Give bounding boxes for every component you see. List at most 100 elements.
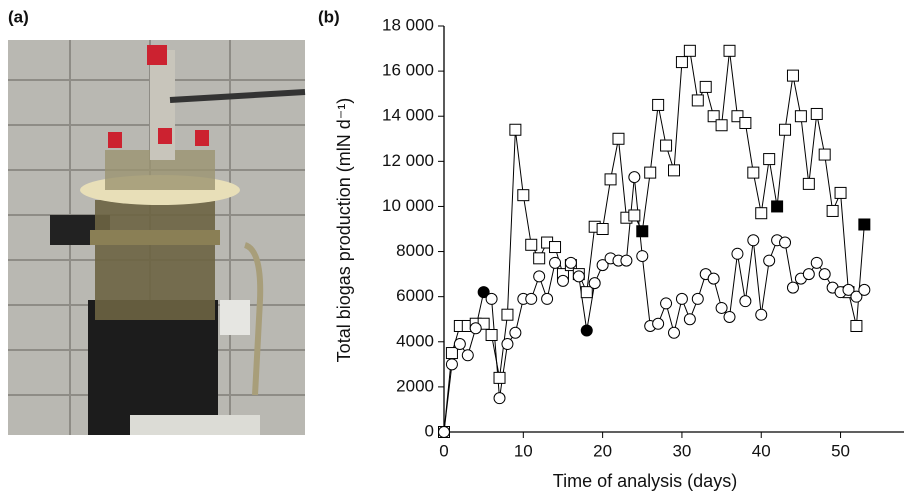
square-marker xyxy=(501,308,514,321)
square-marker xyxy=(652,98,665,111)
circle-marker xyxy=(572,270,585,283)
circle-marker xyxy=(580,324,593,337)
x-axis-label: Time of analysis (days) xyxy=(553,471,737,491)
circle-marker xyxy=(850,290,863,303)
square-marker xyxy=(445,347,458,360)
circle-marker xyxy=(842,283,855,296)
square-marker xyxy=(858,218,871,231)
x-tick-label: 50 xyxy=(831,441,850,460)
x-tick-label: 0 xyxy=(439,441,448,460)
y-axis-label: Total biogas production (mlN d⁻¹) xyxy=(334,98,354,363)
x-tick-label: 10 xyxy=(514,441,533,460)
square-marker xyxy=(636,225,649,238)
y-tick-label: 14 000 xyxy=(382,106,434,125)
square-marker xyxy=(834,186,847,199)
square-marker xyxy=(763,153,776,166)
square-marker xyxy=(755,207,768,220)
square-marker xyxy=(675,56,688,69)
panel-label: (a) xyxy=(8,7,29,26)
circle-marker xyxy=(620,254,633,267)
circle-marker xyxy=(779,236,792,249)
square-marker xyxy=(802,177,815,190)
circle-marker xyxy=(786,281,799,294)
square-marker xyxy=(818,148,831,161)
circle-marker xyxy=(683,313,696,326)
circle-marker xyxy=(438,426,450,438)
x-tick-label: 40 xyxy=(752,441,771,460)
circle-marker xyxy=(628,171,641,184)
square-marker xyxy=(779,123,792,136)
square-marker xyxy=(493,371,506,384)
square-marker xyxy=(723,44,736,57)
circle-marker xyxy=(541,292,554,305)
circle-marker xyxy=(485,292,498,305)
circle-marker xyxy=(818,268,831,281)
circle-marker xyxy=(810,256,823,269)
circle-marker xyxy=(469,322,482,335)
circle-marker xyxy=(723,310,736,323)
circle-marker xyxy=(556,274,569,287)
square-marker xyxy=(509,123,522,136)
square-marker xyxy=(612,132,625,145)
square-marker xyxy=(525,238,538,251)
circle-marker xyxy=(636,250,649,263)
square-marker xyxy=(715,119,728,132)
y-tick-label: 2000 xyxy=(396,376,434,395)
circle-marker xyxy=(747,234,760,247)
square-marker xyxy=(739,116,752,129)
y-tick-label: 12 000 xyxy=(382,151,434,170)
circle-marker xyxy=(691,292,704,305)
square-marker xyxy=(668,164,680,177)
square-marker xyxy=(533,252,546,265)
x-tick-label: 20 xyxy=(593,441,612,460)
square-marker xyxy=(850,319,863,332)
circle-marker xyxy=(461,349,474,362)
circle-marker xyxy=(525,292,538,305)
square-marker xyxy=(731,110,744,123)
circle-marker xyxy=(731,247,744,260)
circle-marker xyxy=(715,301,728,314)
square-marker xyxy=(826,204,839,217)
y-tick-label: 4000 xyxy=(396,331,434,350)
circle-marker xyxy=(453,338,466,351)
square-marker xyxy=(628,209,641,222)
circle-marker xyxy=(509,326,522,339)
circle-marker xyxy=(564,256,577,269)
square-marker xyxy=(810,107,823,120)
circle-marker xyxy=(675,292,688,305)
circle-marker xyxy=(549,256,562,269)
square-marker xyxy=(747,166,760,179)
series-line xyxy=(443,49,865,433)
square-marker xyxy=(660,139,673,152)
square-marker xyxy=(691,94,704,107)
circle-marker xyxy=(802,268,815,281)
square-marker xyxy=(580,286,593,299)
y-tick-label: 10 000 xyxy=(382,196,434,215)
square-marker xyxy=(771,200,784,213)
circle-marker xyxy=(763,254,776,267)
circle-marker xyxy=(660,297,673,310)
circle-marker xyxy=(755,308,768,321)
circle-marker xyxy=(739,295,752,308)
circle-marker xyxy=(707,272,720,285)
circle-marker xyxy=(596,259,609,272)
square-marker xyxy=(786,69,799,82)
square-marker xyxy=(596,223,609,235)
y-tick-label: 0 xyxy=(425,421,434,440)
circle-marker xyxy=(668,326,680,339)
circle-marker xyxy=(493,392,506,405)
y-tick-label: 18 000 xyxy=(382,15,434,34)
circle-marker xyxy=(588,277,601,290)
circle-marker xyxy=(445,358,458,371)
photo xyxy=(8,40,306,435)
square-marker xyxy=(549,241,562,254)
circle-marker xyxy=(533,270,546,283)
square-marker xyxy=(707,110,720,123)
circle-marker xyxy=(477,286,490,299)
square-marker xyxy=(683,44,696,57)
y-tick-label: 16 000 xyxy=(382,61,434,80)
series-line xyxy=(443,177,865,433)
circle-marker xyxy=(858,283,871,296)
y-tick-label: 8000 xyxy=(396,241,434,260)
